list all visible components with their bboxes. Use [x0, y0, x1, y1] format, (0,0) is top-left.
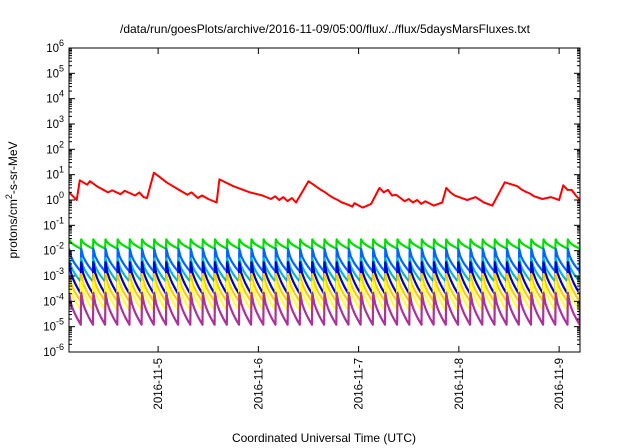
- x-axis-label: Coordinated Universal Time (UTC): [232, 431, 416, 445]
- y-tick-label: 105: [46, 63, 64, 80]
- series-layer: [69, 171, 580, 326]
- y-tick-label: 103: [46, 114, 64, 131]
- y-tick-label: 10-3: [43, 266, 64, 283]
- y-tick-label: 104: [46, 89, 64, 106]
- y-tick-label: 100: [46, 190, 64, 207]
- series-line-3: [69, 247, 580, 273]
- svg-text:protons/cm2-s-sr-MeV: protons/cm2-s-sr-MeV: [4, 141, 20, 258]
- y-tick-label: 106: [46, 38, 64, 55]
- chart-title: /data/run/goesPlots/archive/2016-11-09/0…: [120, 22, 531, 36]
- x-tick-label: 2016-11-8: [454, 358, 466, 410]
- y-axis-label-base: protons/cm: [6, 199, 20, 258]
- series-line-1: [69, 171, 580, 209]
- y-axis-label: protons/cm2-s-sr-MeV: [4, 141, 20, 258]
- x-tick-label: 2016-11-5: [153, 358, 165, 410]
- y-tick-label: 10-2: [43, 241, 64, 258]
- series-line-8: [69, 291, 580, 326]
- y-tick-label: 10-4: [43, 291, 64, 308]
- y-axis-label-sup: 2: [4, 194, 14, 199]
- y-tick-label: 101: [46, 165, 64, 182]
- x-tick-label: 2016-11-6: [253, 358, 265, 410]
- x-tick-label: 2016-11-7: [354, 358, 366, 410]
- y-axis-label-rest: -s-sr-MeV: [6, 141, 20, 194]
- tick-layer: 10-6 10-5 10-4 10-3 10-2 10-1 100 101 102 103 104 1…: [43, 38, 580, 410]
- y-tick-label: 102: [46, 139, 64, 156]
- x-tick-label: 2016-11-9: [554, 358, 566, 410]
- y-tick-label: 10-5: [43, 317, 64, 334]
- y-tick-label: 10-6: [43, 342, 64, 359]
- series-line-2: [69, 238, 580, 250]
- y-tick-label: 10-1: [43, 215, 64, 232]
